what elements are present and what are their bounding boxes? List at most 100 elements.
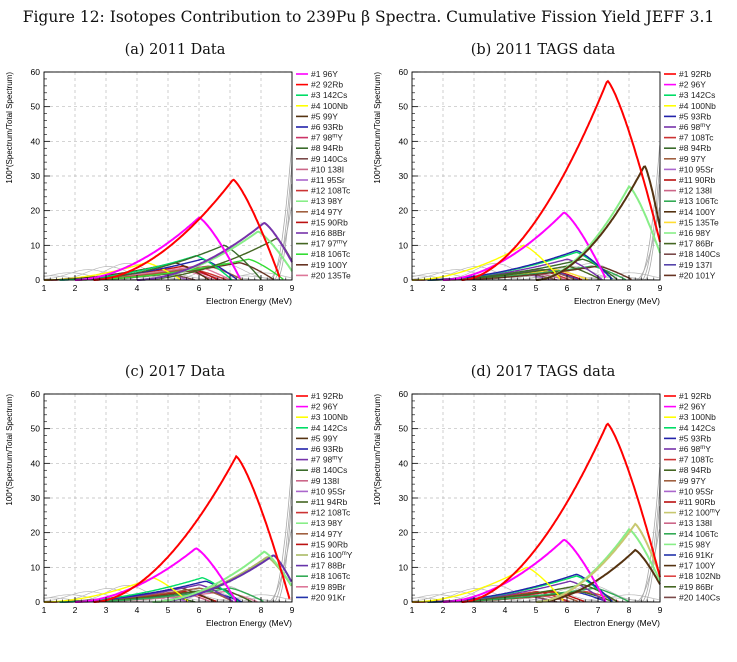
legend-label-16-91kr: #16 91Kr [679,550,714,560]
figure-title: Figure 12: Isotopes Contribution to 239P… [22,8,715,26]
legend-label-9-138i: #9 138I [311,476,339,486]
series-line-17-100y [536,548,661,603]
legend-label-5-99y: #5 99Y [311,111,338,121]
x-tick-label: 5 [166,605,171,615]
legend-label-20-91kr: #20 91Kr [311,592,346,602]
legend-label-7-98my: #7 98mY [311,133,343,143]
x-tick-label: 3 [104,605,109,615]
legend-label-14-97y: #14 97Y [311,207,343,217]
y-tick-label: 50 [399,424,409,434]
legend-label-9-97y: #9 97Y [679,154,706,164]
y-tick-label: 60 [31,67,41,77]
legend-label-5-93rb: #5 93Rb [679,111,711,121]
y-tick-label: 50 [31,102,41,112]
legend-label-18-140cs: #18 140Cs [679,249,720,259]
chart-title: (b) 2011 TAGS data [470,42,616,58]
legend-label-16-88br: #16 88Br [311,228,346,238]
x-axis-title: Electron Energy (MeV) [206,618,292,628]
axis-ticks: 1 2 3 4 5 6 7 8 9 0 10 20 30 40 50 60 [31,389,295,615]
y-axis-title: 100*(Spectrum/Total Spectrum) [5,72,14,184]
x-tick-label: 1 [42,283,47,293]
x-tick-label: 3 [104,283,109,293]
x-tick-label: 7 [596,283,601,293]
legend-label-13-138i: #13 138I [679,518,712,528]
x-tick-label: 5 [534,283,539,293]
x-tick-label: 2 [441,605,446,615]
grid [412,71,660,280]
chart-svg: 1 2 3 4 5 6 7 8 9 0 10 20 30 40 50 60 Electron Energy (M… [373,67,720,306]
legend-label-8-94rb: #8 94Rb [679,143,711,153]
legend-label-13-98y: #13 98Y [311,196,343,206]
y-tick-label: 40 [399,458,409,468]
legend-label-8-94rb: #8 94Rb [311,143,343,153]
chart-svg: 1 2 3 4 5 6 7 8 9 0 10 20 30 40 50 60 Electron Energy (M… [373,389,721,628]
series-curves [412,79,661,281]
y-tick-label: 20 [31,206,41,216]
y-tick-label: 60 [399,389,409,399]
x-tick-label: 5 [534,605,539,615]
x-tick-label: 9 [658,283,663,293]
x-tick-label: 2 [441,283,446,293]
legend-label-8-140cs: #8 140Cs [311,465,347,475]
x-tick-label: 3 [472,283,477,293]
legend-label-10-95sr: #10 95Sr [679,164,714,174]
legend-label-17-100y: #17 100Y [679,561,716,571]
chart-panel-b: (b) 2011 TAGS data 1 2 3 4 5 6 7 8 9 0 10 20 30 40 50 6… [368,40,736,340]
series-curves [412,422,661,603]
legend: #1 92Rb#2 96Y#3 100Nb#4 142Cs#5 99Y#6 93… [296,391,353,602]
y-axis-title: 100*(Spectrum/Total Spectrum) [5,394,14,506]
legend-label-3-100nb: #3 100Nb [679,412,716,422]
legend-label-12-138i: #12 138I [679,186,712,196]
x-tick-label: 9 [290,605,295,615]
legend-label-10-95sr: #10 95Sr [311,486,346,496]
legend-label-17-88br: #17 88Br [311,561,346,571]
y-tick-label: 30 [399,493,409,503]
series-line-1-92rb [93,454,291,603]
legend-label-20-140cs: #20 140Cs [679,592,720,602]
x-tick-label: 2 [73,283,78,293]
background-tail [270,145,293,281]
series-line-1-96y [75,216,241,281]
chart-panel-d: (d) 2017 TAGS data 1 2 3 4 5 6 7 8 9 0 10 20 30 40 50 6… [368,362,736,662]
legend-label-18-102nb: #18 102Nb [679,571,721,581]
y-tick-label: 30 [31,171,41,181]
legend-label-11-90rb: #11 90Rb [679,175,716,185]
grid [44,393,292,602]
y-tick-label: 50 [31,424,41,434]
legend-label-2-96y: #2 96Y [679,80,706,90]
x-tick-label: 3 [472,605,477,615]
series-line-13-98y [152,550,293,603]
series-curves [44,178,293,281]
legend-label-5-93rb: #5 93Rb [679,433,711,443]
legend-label-1-92rb: #1 92Rb [679,391,711,401]
legend-label-19-137i: #19 137I [679,260,712,270]
chart-title: (c) 2017 Data [124,364,226,380]
legend-label-12-108tc: #12 108Tc [311,186,351,196]
series-line-14-100y [536,165,661,281]
legend-label-14-97y: #14 97Y [311,529,343,539]
legend-label-19-100y: #19 100Y [311,260,348,270]
y-tick-label: 0 [403,275,408,285]
legend-label-3-100nb: #3 100Nb [311,412,348,422]
legend-label-20-101y: #20 101Y [679,270,716,280]
legend-label-16-98y: #16 98Y [679,228,711,238]
y-tick-label: 20 [399,206,409,216]
legend-label-6-98my: #6 98mY [679,122,711,132]
x-tick-label: 1 [42,605,47,615]
y-tick-label: 0 [35,275,40,285]
chart-title: (a) 2011 Data [124,42,226,58]
x-tick-label: 4 [503,283,508,293]
y-tick-label: 30 [31,493,41,503]
grid [412,393,660,602]
legend-label-17-86br: #17 86Br [679,239,714,249]
legend-label-10-95sr: #10 95Sr [679,486,714,496]
y-tick-label: 0 [403,597,408,607]
x-tick-label: 6 [197,605,202,615]
legend-label-9-97y: #9 97Y [679,476,706,486]
y-tick-label: 40 [31,136,41,146]
legend: #1 92Rb#2 96Y#3 100Nb#4 142Cs#5 93Rb#6 9… [664,391,721,602]
chart-title: (d) 2017 TAGS data [470,364,616,380]
series-line-2-96y [443,211,607,281]
series-line-16-88br [137,222,293,281]
chart-panel-c: (c) 2017 Data 1 2 3 4 5 6 7 8 9 0 10 20 30 40 50 60 Elec… [0,362,368,662]
